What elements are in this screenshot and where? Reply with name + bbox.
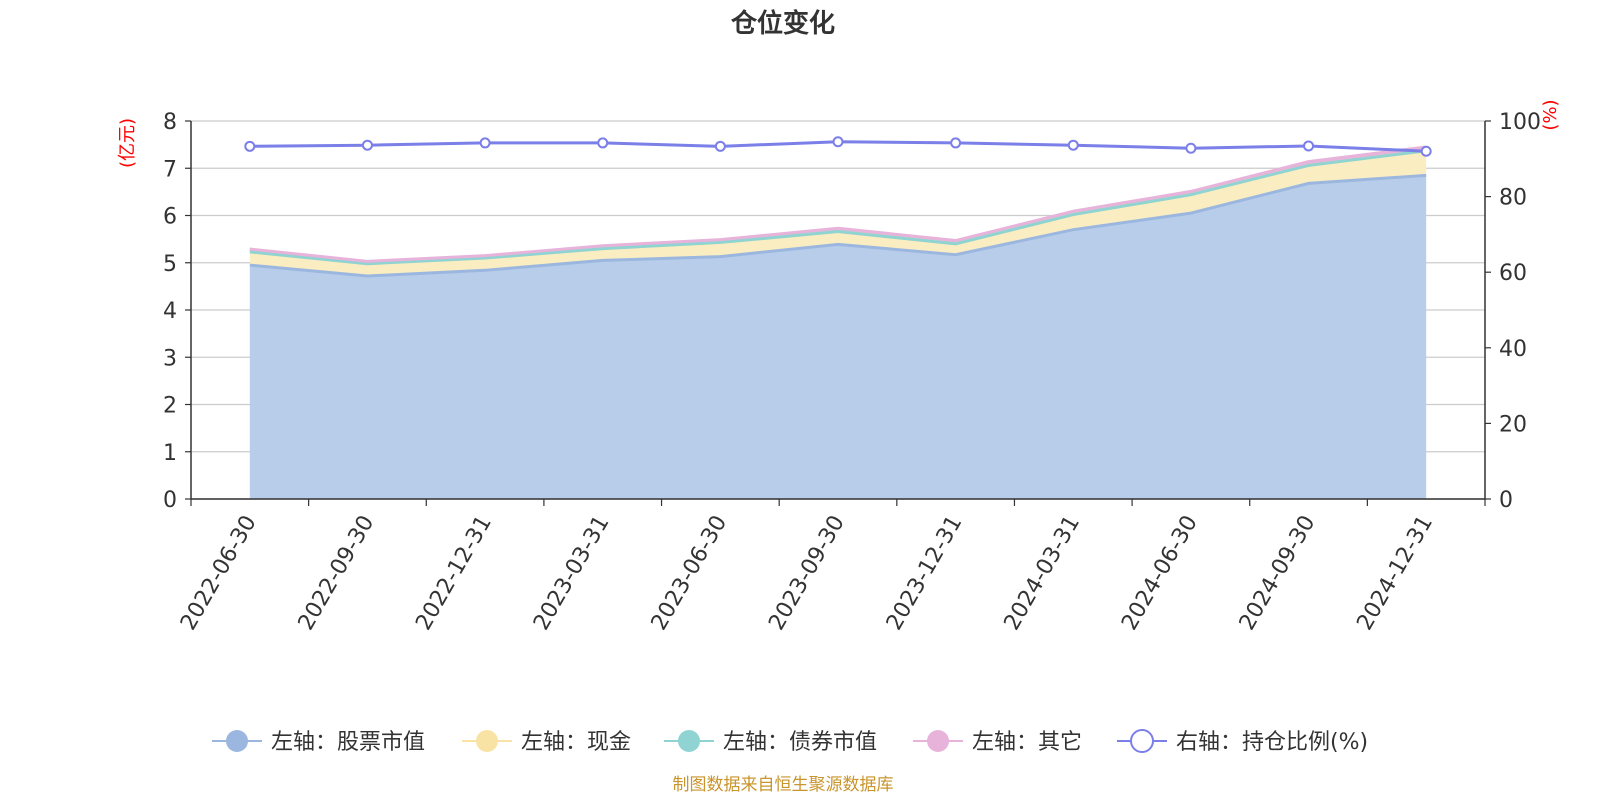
ratio-point (479, 137, 491, 149)
other-line (249, 145, 1427, 263)
ratio-point (1303, 140, 1315, 152)
bond-line (249, 149, 1427, 266)
x-tick-label: 2022-06-30 (176, 511, 262, 634)
ratio-point (597, 137, 609, 149)
ratio-point (1067, 139, 1079, 151)
ratio-points (244, 136, 1432, 157)
x-tick-label: 2024-06-30 (1117, 511, 1203, 634)
x-tick-label: 2024-12-31 (1352, 511, 1438, 634)
right-tick-label: 0 (1499, 488, 1513, 513)
legend-item: 右轴：持仓比例(%) (1117, 729, 1368, 755)
legend-label: 左轴：股票市值 (271, 730, 425, 755)
x-tick-label: 2024-03-31 (1000, 511, 1086, 634)
ratio-point (1185, 142, 1197, 154)
x-tick-label: 2023-12-31 (882, 511, 968, 634)
stacked-areas (249, 146, 1427, 499)
x-tick-label: 2022-09-30 (294, 511, 380, 634)
legend-item: 左轴：现金 (462, 730, 631, 755)
right-tick-label: 20 (1499, 412, 1527, 437)
legend-marker-icon (226, 730, 248, 752)
legend: 左轴：股票市值 左轴：现金 左轴：债券市值 左轴：其它 右轴：持仓比例(%) (212, 729, 1368, 755)
right-tick-label: 60 (1499, 261, 1527, 286)
left-tick-label: 5 (163, 252, 177, 277)
legend-item: 左轴：债券市值 (664, 730, 877, 755)
left-tick-label: 4 (163, 299, 177, 324)
ratio-point (244, 140, 256, 152)
legend-marker-icon (927, 730, 949, 752)
x-tick-label: 2023-03-31 (529, 511, 615, 634)
ratio-point (1420, 145, 1432, 157)
legend-item: 左轴：股票市值 (212, 730, 425, 755)
legend-item: 左轴：其它 (913, 730, 1082, 755)
left-tick-label: 3 (163, 346, 177, 371)
left-tick-label: 1 (163, 441, 177, 466)
left-tick-label: 0 (163, 488, 177, 513)
legend-label: 左轴：债券市值 (723, 730, 877, 755)
legend-label: 右轴：持仓比例(%) (1176, 730, 1368, 755)
stock-area (249, 175, 1427, 499)
left-tick-label: 2 (163, 394, 177, 419)
legend-label: 左轴：其它 (972, 730, 1082, 755)
x-tick-label: 2023-06-30 (647, 511, 733, 634)
legend-marker-icon (1130, 729, 1154, 753)
right-axis-unit: (%) (1540, 99, 1561, 130)
right-tick-label: 100 (1499, 110, 1541, 135)
x-tick-label: 2022-12-31 (411, 511, 497, 634)
ratio-point (832, 136, 844, 148)
left-tick-label: 8 (163, 110, 177, 135)
stock-line (249, 173, 1427, 278)
legend-label: 左轴：现金 (521, 730, 631, 755)
left-tick-label: 7 (163, 157, 177, 182)
left-axis-unit: (亿元) (117, 118, 138, 168)
x-tick-label: 2023-09-30 (764, 511, 850, 634)
legend-marker-icon (678, 730, 700, 752)
right-tick-label: 80 (1499, 186, 1527, 211)
right-tick-label: 40 (1499, 337, 1527, 362)
ratio-point (361, 139, 373, 151)
ratio-point (714, 140, 726, 152)
left-tick-label: 6 (163, 205, 177, 230)
x-tick-label: 2024-09-30 (1235, 511, 1321, 634)
data-source-note: 制图数据来自恒生聚源数据库 (673, 775, 894, 795)
ratio-point (950, 137, 962, 149)
chart-title: 仓位变化 (730, 8, 835, 39)
legend-marker-icon (476, 730, 498, 752)
